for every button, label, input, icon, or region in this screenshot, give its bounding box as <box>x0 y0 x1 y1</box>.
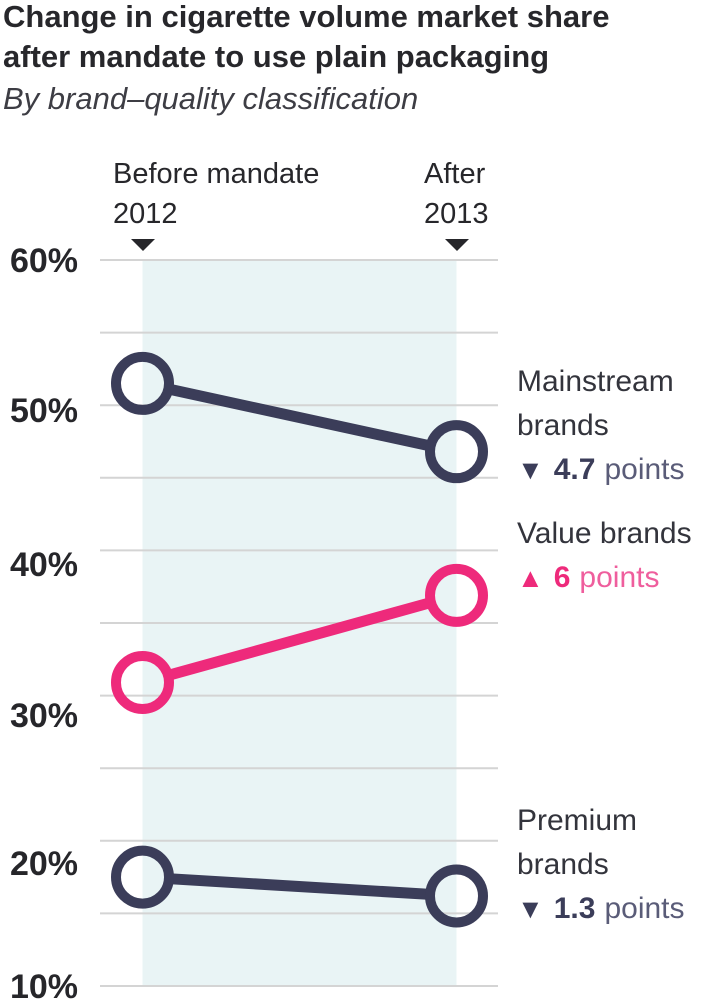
change-up-arrow-icon: ▲ <box>517 563 544 593</box>
change-value: 1.3 <box>553 892 596 925</box>
column-marker-after-icon <box>445 239 469 251</box>
change-suffix: points <box>579 561 660 594</box>
change-value: 6 <box>553 561 571 594</box>
slope-line <box>166 597 433 681</box>
chart-title-line2: after mandate to use plain packaging <box>3 39 550 74</box>
change-suffix: points <box>604 453 685 486</box>
chart-title: Change in cigarette volume market share … <box>3 0 609 77</box>
y-axis-tick: 20% <box>9 845 78 883</box>
column-header-before-year: 2012 <box>113 198 178 230</box>
column-header-after-label: After <box>424 158 486 190</box>
series-change: ▼ 1.3 points <box>517 887 685 931</box>
series-annotation-value: Value brands ▲ 6 points <box>517 512 692 600</box>
series-label: Value brands <box>517 517 692 550</box>
column-header-before-label: Before mandate <box>113 158 320 190</box>
data-point <box>425 563 488 627</box>
series-label: Mainstream brands <box>517 365 674 442</box>
slope-line <box>168 873 431 900</box>
y-axis-tick: 10% <box>9 968 78 1000</box>
data-point <box>425 864 488 928</box>
data-point <box>111 651 174 715</box>
column-header-after-year: 2013 <box>424 198 489 230</box>
change-down-arrow-icon: ▼ <box>517 455 544 485</box>
column-header-after: After 2013 <box>424 154 489 234</box>
column-marker-before-icon <box>131 239 155 251</box>
data-point <box>111 845 174 909</box>
change-value: 4.7 <box>553 453 596 486</box>
y-axis-tick: 60% <box>9 242 78 280</box>
data-point <box>111 351 174 415</box>
series-label: Premium brands <box>517 804 638 881</box>
change-down-arrow-icon: ▼ <box>517 894 544 924</box>
change-suffix: points <box>604 892 685 925</box>
column-header-before: Before mandate 2012 <box>113 154 319 234</box>
series-change: ▼ 4.7 points <box>517 448 685 492</box>
y-axis-tick: 40% <box>9 546 78 584</box>
series-change: ▲ 6 points <box>517 556 692 600</box>
y-axis-tick: 30% <box>9 697 78 735</box>
chart-subtitle: By brand–quality classification <box>3 81 419 116</box>
series-annotation-premium: Premium brands ▼ 1.3 points <box>517 799 685 931</box>
data-point <box>425 420 488 484</box>
slope-line <box>167 383 432 452</box>
chart-title-line1: Change in cigarette volume market share <box>3 0 610 34</box>
y-axis-tick: 50% <box>9 392 78 430</box>
series-annotation-mainstream: Mainstream brands ▼ 4.7 points <box>517 360 685 492</box>
